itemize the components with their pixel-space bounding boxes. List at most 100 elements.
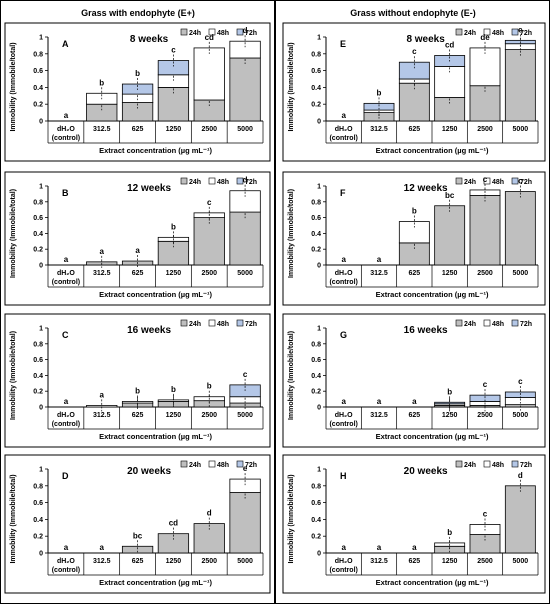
y-tick-label: 0.8 (33, 51, 43, 58)
bar-48h (229, 190, 261, 213)
significance-letter: a (341, 543, 346, 552)
y-axis-label: Immobility (Immobile/total) (288, 331, 295, 420)
legend-swatch (208, 460, 216, 468)
x-tick-label: dH₂O (335, 126, 353, 133)
y-tick-label: 0.2 (33, 534, 43, 541)
legend-swatch (483, 460, 491, 468)
y-tick-label: 1 (39, 467, 43, 474)
x-tick-label: 2500 (477, 558, 493, 565)
legend-label: 48h (217, 462, 229, 469)
legend-swatch (236, 319, 244, 327)
y-axis-label: Immobility (Immobile/total) (288, 42, 295, 131)
x-tick-label: dH₂O (57, 558, 75, 565)
x-tick-label: 1250 (442, 558, 458, 565)
x-tick-label: 625 (408, 126, 420, 133)
x-tick-label: 1250 (442, 126, 458, 133)
x-axis-label: Extract concentration (µg mL⁻¹) (376, 578, 489, 587)
bar-24h (434, 97, 466, 122)
x-tick-label: 312.5 (370, 126, 388, 133)
bar-48h (398, 221, 430, 244)
x-tick-label: dH₂O (335, 558, 353, 565)
y-axis-label: Immobility (Immobile/total) (10, 331, 17, 420)
y-tick-label: 0.2 (311, 389, 321, 396)
y-tick-label: 0.8 (311, 51, 321, 58)
panel-letter: D (62, 471, 69, 481)
legend-swatch (511, 319, 519, 327)
y-tick-label: 0.6 (33, 357, 43, 364)
legend-label: 72h (520, 179, 532, 186)
significance-letter: a (100, 247, 105, 256)
legend-swatch (511, 177, 519, 185)
significance-letter: a (64, 397, 69, 406)
legend-label: 48h (217, 321, 229, 328)
y-tick-label: 0.8 (33, 483, 43, 490)
x-axis-label: Extract concentration (µg mL⁻¹) (99, 432, 212, 441)
legend-label: 24h (464, 321, 476, 328)
y-tick-label: 0.6 (311, 500, 321, 507)
y-tick-label: 0 (39, 551, 43, 558)
x-tick-label: 5000 (513, 126, 529, 133)
x-tick-label: (control) (329, 421, 357, 428)
panel-border (282, 313, 546, 448)
x-tick-label: 1250 (166, 126, 182, 133)
significance-letter: b (377, 88, 382, 97)
x-tick-label: 2500 (477, 270, 493, 277)
panel-letter: H (340, 471, 347, 481)
panel-title: 16 weeks (127, 325, 171, 336)
x-axis-label: Extract concentration (µg mL⁻¹) (376, 146, 489, 155)
bar-48h (193, 47, 225, 101)
panel-letter: B (62, 188, 69, 198)
panel-letter: E (340, 39, 346, 49)
bar-72h (363, 102, 395, 111)
legend-swatch (511, 460, 519, 468)
significance-letter: b (207, 382, 212, 391)
x-tick-label: 1250 (166, 270, 182, 277)
legend-label: 48h (492, 179, 504, 186)
right-column-title: Grass without endophyte (E-) (350, 8, 476, 18)
significance-letter: bc (133, 531, 143, 540)
x-tick-label: 625 (132, 412, 144, 419)
y-axis-label: Immobility (Immobile/total) (10, 189, 17, 278)
x-tick-label: (control) (329, 567, 357, 574)
significance-letter: a (64, 543, 69, 552)
panel-F: Immobility (Immobile/total) 0 0.2 0.4 0.6 0.8… (282, 171, 546, 306)
y-tick-label: 0.6 (311, 68, 321, 75)
x-tick-label: (control) (52, 567, 80, 574)
legend-label: 72h (520, 30, 532, 37)
y-axis-label: Immobility (Immobile/total) (288, 189, 295, 278)
x-axis-label: Extract concentration (µg mL⁻¹) (376, 432, 489, 441)
y-tick-label: 0 (317, 405, 321, 412)
x-axis-label: Extract concentration (µg mL⁻¹) (99, 146, 212, 155)
x-tick-label: 312.5 (370, 270, 388, 277)
significance-letter: b (412, 207, 417, 216)
significance-letter: a (341, 255, 346, 264)
panel-G: Immobility (Immobile/total) 0 0.2 0.4 0.6 0.8… (282, 313, 546, 448)
panel-border (4, 454, 271, 594)
x-axis-label: Extract concentration (µg mL⁻¹) (99, 290, 212, 299)
y-tick-label: 1 (39, 35, 43, 42)
y-tick-label: 1 (317, 467, 321, 474)
legend-swatch (511, 28, 519, 36)
significance-letter: b (99, 78, 104, 87)
bar-24h (504, 191, 536, 266)
significance-letter: d (207, 509, 212, 518)
y-tick-label: 0.2 (311, 102, 321, 109)
legend-label: 24h (189, 321, 201, 328)
x-tick-label: 5000 (237, 412, 253, 419)
x-tick-label: 1250 (442, 270, 458, 277)
y-tick-label: 1 (317, 35, 321, 42)
panel-title: 12 weeks (404, 183, 448, 194)
x-tick-label: 5000 (237, 126, 253, 133)
x-tick-label: (control) (52, 279, 80, 286)
significance-letter: cd (169, 519, 178, 528)
significance-letter: cd (205, 33, 214, 42)
bar-24h (504, 49, 536, 122)
panel-letter: A (62, 39, 69, 49)
legend-label: 72h (520, 321, 532, 328)
legend-swatch (455, 28, 463, 36)
bar-24h (157, 533, 190, 554)
x-tick-label: 312.5 (370, 412, 388, 419)
y-tick-label: 0 (317, 119, 321, 126)
y-tick-label: 0.6 (311, 215, 321, 222)
